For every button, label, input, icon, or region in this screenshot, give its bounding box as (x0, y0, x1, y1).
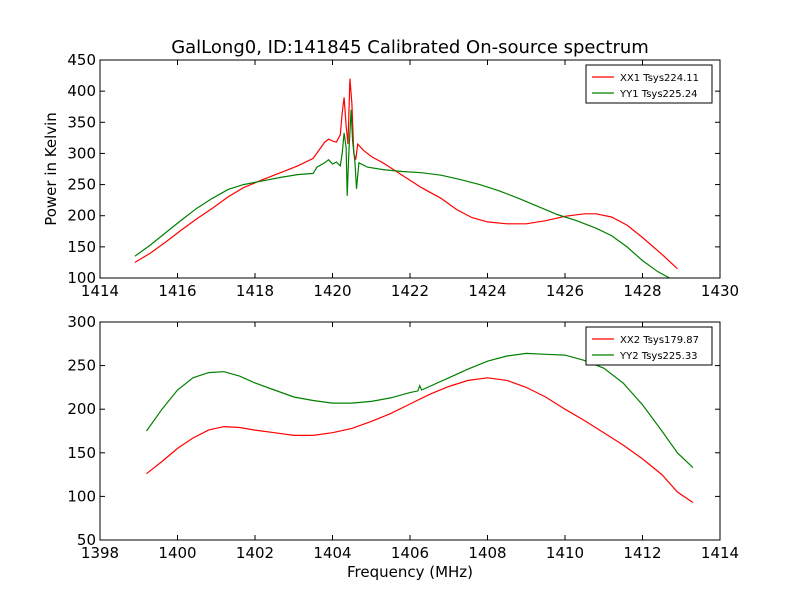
x-tick-label: 1398 (81, 544, 119, 562)
y-tick-label: 100 (67, 487, 96, 505)
y-tick-label: 450 (67, 51, 96, 69)
x-tick-label: 1424 (468, 282, 506, 300)
y-tick-label: 250 (67, 357, 96, 375)
legend (585, 64, 713, 104)
x-tick-label: 1418 (236, 282, 274, 300)
y-tick-label: 350 (67, 113, 96, 131)
x-tick-label: 1426 (546, 282, 584, 300)
series-line-1-0 (146, 377, 694, 503)
y-tick-label: 150 (67, 238, 96, 256)
x-tick-label: 1414 (701, 544, 739, 562)
x-tick-label: 1402 (236, 544, 274, 562)
x-tick-label: 1404 (313, 544, 351, 562)
x-tick-label: 1420 (313, 282, 351, 300)
x-tick-label: 1422 (391, 282, 429, 300)
y-tick-label: 50 (77, 531, 96, 549)
legend-label: XX1 Tsys224.11 (620, 73, 699, 84)
legend-label: XX2 Tsys179.87 (620, 335, 699, 346)
chart-title: GalLong0, ID:141845 Calibrated On-source… (171, 37, 649, 58)
y-tick-label: 100 (67, 269, 96, 287)
x-tick-label: 1416 (158, 282, 196, 300)
x-tick-label: 1414 (81, 282, 119, 300)
y-tick-label: 150 (67, 444, 96, 462)
y-tick-label: 250 (67, 176, 96, 194)
x-tick-label: 1408 (468, 544, 506, 562)
y-tick-label: 200 (67, 400, 96, 418)
legend (585, 326, 713, 366)
y-tick-label: 400 (67, 82, 96, 100)
bottom-panel: 1398 1400 1402 1404 1406 1408 1410 1412 1414 50 10… (67, 313, 739, 562)
x-tick-label: 1410 (546, 544, 584, 562)
x-tick-label: 1406 (391, 544, 429, 562)
x-axis-label: Frequency (MHz) (347, 563, 473, 581)
y-tick-label: 300 (67, 144, 96, 162)
series-line-0-1 (134, 109, 670, 278)
y-axis-label: Power in Kelvin (42, 112, 60, 226)
y-tick-label: 200 (67, 207, 96, 225)
x-tick-label: 1412 (623, 544, 661, 562)
x-tick-label: 1430 (701, 282, 739, 300)
legend-label: YY1 Tsys225.24 (619, 89, 698, 100)
x-tick-label: 1428 (623, 282, 661, 300)
series-line-0-0 (134, 78, 678, 270)
legend-label: YY2 Tsys225.33 (619, 351, 698, 362)
x-tick-label: 1400 (158, 544, 196, 562)
top-panel: 1414 1416 1418 1420 1422 1424 1426 1428 1430 100 1… (67, 51, 739, 300)
y-tick-label: 300 (67, 313, 96, 331)
